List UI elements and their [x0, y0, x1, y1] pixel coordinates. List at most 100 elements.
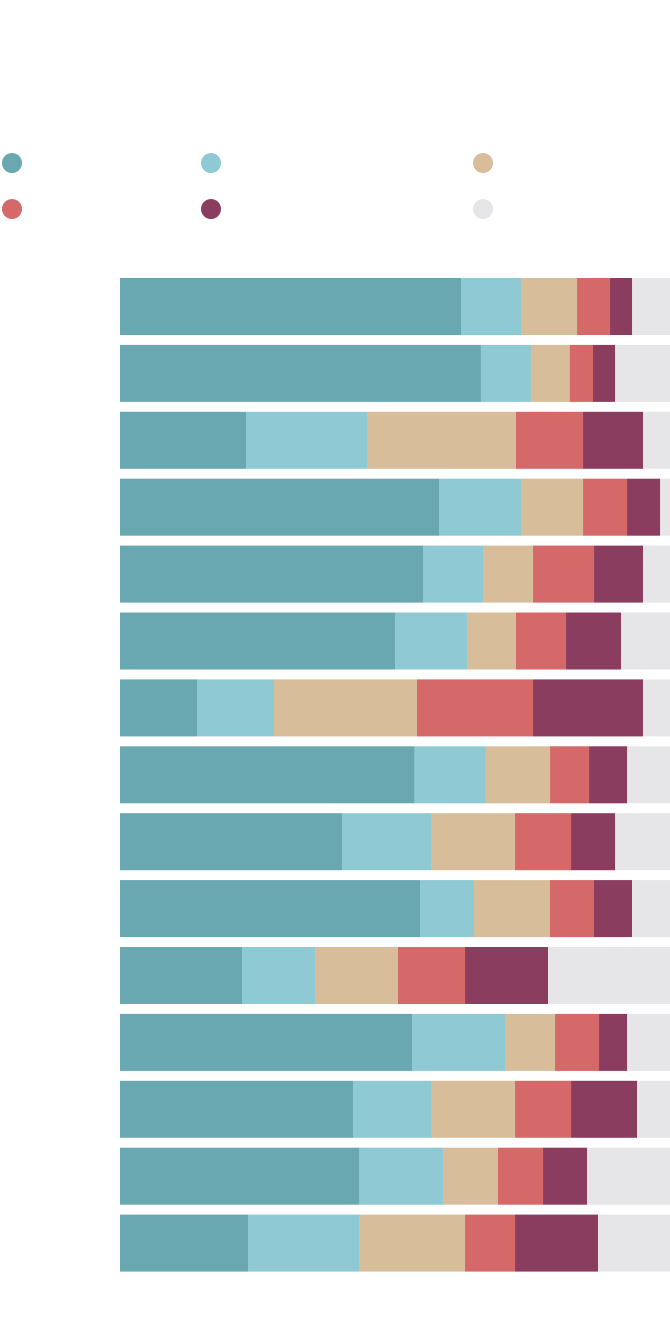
legend-swatch-3 — [473, 153, 493, 173]
bar-segment-row3-series4 — [516, 411, 584, 469]
bar-segment-row3-series5 — [583, 411, 644, 469]
bar-segment-row4-series2 — [439, 478, 522, 536]
bar-segment-row6-series2 — [395, 612, 468, 670]
bar-segment-row11-series2 — [241, 947, 316, 1004]
bar-segment-row3-series1 — [120, 411, 247, 469]
bar-row-4 — [120, 478, 670, 536]
bar-segment-row9-series1 — [120, 813, 343, 871]
bars — [120, 278, 670, 1272]
bar-segment-row12-series5 — [599, 1013, 628, 1071]
bar-row-10 — [120, 880, 670, 938]
bar-segment-row8-series3 — [485, 746, 551, 804]
bar-row-5 — [120, 545, 670, 603]
bar-segment-row4-series5 — [627, 478, 661, 536]
legend-swatch-4 — [2, 199, 22, 219]
bar-segment-row12-series2 — [412, 1013, 506, 1071]
bar-segment-row10-series4 — [549, 880, 595, 938]
bar-segment-row10-series2 — [420, 880, 475, 938]
bar-segment-row6-series5 — [566, 612, 622, 670]
bar-segment-row5-series2 — [423, 545, 484, 603]
bar-segment-row4-series3 — [520, 478, 584, 536]
bar-segment-row10-series5 — [594, 880, 633, 938]
bar-segment-row10-series1 — [120, 880, 421, 938]
bar-segment-row4-series4 — [583, 478, 628, 536]
bar-segment-row1-series3 — [520, 278, 578, 335]
bar-row-1 — [120, 278, 670, 335]
bar-row-14 — [120, 1147, 670, 1205]
bar-segment-row11-series6 — [548, 947, 670, 1004]
bar-segment-row7-series4 — [417, 679, 534, 737]
bar-segment-row4-series1 — [120, 478, 440, 536]
bar-segment-row15-series6 — [598, 1214, 670, 1272]
bar-segment-row7-series5 — [533, 679, 644, 737]
bar-segment-row5-series5 — [594, 545, 644, 603]
bar-segment-row1-series4 — [577, 278, 611, 335]
bar-segment-row14-series4 — [498, 1147, 544, 1205]
bar-row-12 — [120, 1013, 670, 1071]
bar-segment-row14-series2 — [359, 1147, 444, 1205]
bar-segment-row15-series1 — [120, 1214, 249, 1272]
bar-segment-row13-series4 — [515, 1080, 572, 1138]
bar-segment-row8-series1 — [120, 746, 415, 804]
bar-segment-row2-series5 — [593, 344, 616, 402]
bar-segment-row12-series6 — [627, 1013, 670, 1071]
bar-segment-row11-series4 — [398, 947, 466, 1004]
bar-segment-row6-series4 — [516, 612, 567, 670]
bar-segment-row5-series6 — [643, 545, 670, 603]
bar-segment-row2-series2 — [480, 344, 532, 402]
bar-row-2 — [120, 344, 670, 402]
bar-row-9 — [120, 813, 670, 871]
bar-segment-row2-series3 — [530, 344, 571, 402]
bar-row-13 — [120, 1080, 670, 1138]
bar-segment-row14-series5 — [543, 1147, 588, 1205]
bar-segment-row7-series2 — [197, 679, 275, 737]
bar-segment-row12-series3 — [505, 1013, 556, 1071]
bar-segment-row13-series6 — [637, 1080, 670, 1138]
bar-segment-row2-series4 — [569, 344, 594, 402]
bar-segment-row13-series3 — [430, 1080, 516, 1138]
legend-swatch-1 — [2, 153, 22, 173]
bar-segment-row3-series3 — [366, 411, 517, 469]
bar-segment-row10-series3 — [474, 880, 551, 938]
legend-swatch-2 — [201, 153, 221, 173]
legend-swatch-5 — [201, 199, 221, 219]
bar-segment-row14-series1 — [120, 1147, 360, 1205]
bar-segment-row9-series4 — [515, 813, 572, 871]
bar-segment-row11-series3 — [315, 947, 399, 1004]
bar-segment-row15-series5 — [515, 1214, 599, 1272]
bar-segment-row9-series2 — [341, 813, 432, 871]
bar-segment-row9-series3 — [430, 813, 516, 871]
bar-segment-row1-series6 — [632, 278, 670, 335]
bar-segment-row7-series6 — [643, 679, 670, 737]
bar-segment-row8-series4 — [550, 746, 590, 804]
bar-segment-row13-series1 — [120, 1080, 354, 1138]
legend-swatch-6 — [473, 199, 493, 219]
bar-segment-row14-series3 — [443, 1147, 499, 1205]
bar-segment-row8-series5 — [589, 746, 628, 804]
bar-segment-row2-series1 — [120, 344, 482, 402]
bar-segment-row11-series5 — [465, 947, 549, 1004]
bar-segment-row9-series5 — [571, 813, 616, 871]
bar-segment-row13-series5 — [571, 1080, 638, 1138]
bar-segment-row4-series6 — [660, 478, 670, 536]
bar-segment-row5-series4 — [533, 545, 595, 603]
bar-segment-row10-series6 — [632, 880, 670, 938]
bar-segment-row3-series2 — [245, 411, 368, 469]
bar-segment-row2-series6 — [615, 344, 670, 402]
bar-segment-row5-series1 — [120, 545, 424, 603]
bar-segment-row14-series6 — [587, 1147, 670, 1205]
bar-segment-row15-series4 — [465, 1214, 516, 1272]
bar-segment-row12-series1 — [120, 1013, 413, 1071]
bar-row-8 — [120, 746, 670, 804]
bar-row-11 — [120, 947, 670, 1004]
bar-segment-row7-series3 — [274, 679, 418, 737]
bar-segment-row11-series1 — [120, 947, 243, 1004]
bar-segment-row6-series6 — [621, 612, 670, 670]
bar-row-6 — [120, 612, 670, 670]
bar-row-7 — [120, 679, 670, 737]
bar-segment-row1-series1 — [120, 278, 462, 335]
bar-segment-row5-series3 — [483, 545, 534, 603]
bar-segment-row8-series2 — [414, 746, 486, 804]
bar-segment-row13-series2 — [352, 1080, 432, 1138]
